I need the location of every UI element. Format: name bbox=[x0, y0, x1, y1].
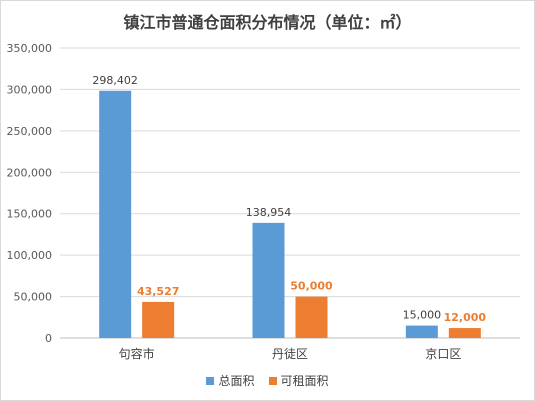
data-label-total-0: 298,402 bbox=[92, 74, 138, 87]
y-tick-label-2: 100,000 bbox=[7, 249, 53, 262]
data-label-total-2: 15,000 bbox=[403, 309, 442, 322]
y-tick-label-0: 0 bbox=[45, 332, 52, 345]
legend-item-series-0: 总面积 bbox=[206, 372, 255, 389]
x-tick-label-1: 丹徒区 bbox=[272, 347, 308, 361]
legend-label-series-1: 可租面积 bbox=[280, 374, 329, 388]
bar-total-2 bbox=[405, 325, 438, 338]
data-label-rentable-1: 50,000 bbox=[290, 280, 333, 293]
legend-swatch-series-0 bbox=[206, 376, 215, 385]
data-label-total-1: 138,954 bbox=[246, 206, 292, 219]
x-tick-label-0: 句容市 bbox=[119, 346, 155, 361]
bar-total-0 bbox=[99, 90, 132, 339]
legend-item-series-1: 可租面积 bbox=[268, 372, 329, 389]
chart-legend: 总面积 可租面积 bbox=[0, 372, 535, 389]
x-tick-label-2: 京口区 bbox=[425, 347, 461, 361]
y-tick-label-4: 200,000 bbox=[7, 166, 53, 179]
y-tick-label-7: 350,000 bbox=[7, 42, 53, 55]
y-tick-label-1: 50,000 bbox=[14, 291, 53, 304]
y-tick-label-3: 150,000 bbox=[7, 208, 53, 221]
bar-total-1 bbox=[252, 222, 285, 338]
y-tick-label-5: 250,000 bbox=[7, 125, 53, 138]
bar-rentable-2 bbox=[448, 328, 481, 338]
data-label-rentable-2: 12,000 bbox=[444, 311, 487, 324]
y-tick-label-6: 300,000 bbox=[7, 83, 53, 96]
legend-label-series-0: 总面积 bbox=[218, 374, 255, 388]
bar-rentable-1 bbox=[295, 296, 328, 338]
bar-rentable-0 bbox=[142, 301, 175, 338]
legend-swatch-series-1 bbox=[268, 376, 277, 385]
data-label-rentable-0: 43,527 bbox=[137, 285, 179, 298]
chart-title: 镇江市普通仓面积分布情况（单位：㎡） bbox=[123, 13, 412, 32]
